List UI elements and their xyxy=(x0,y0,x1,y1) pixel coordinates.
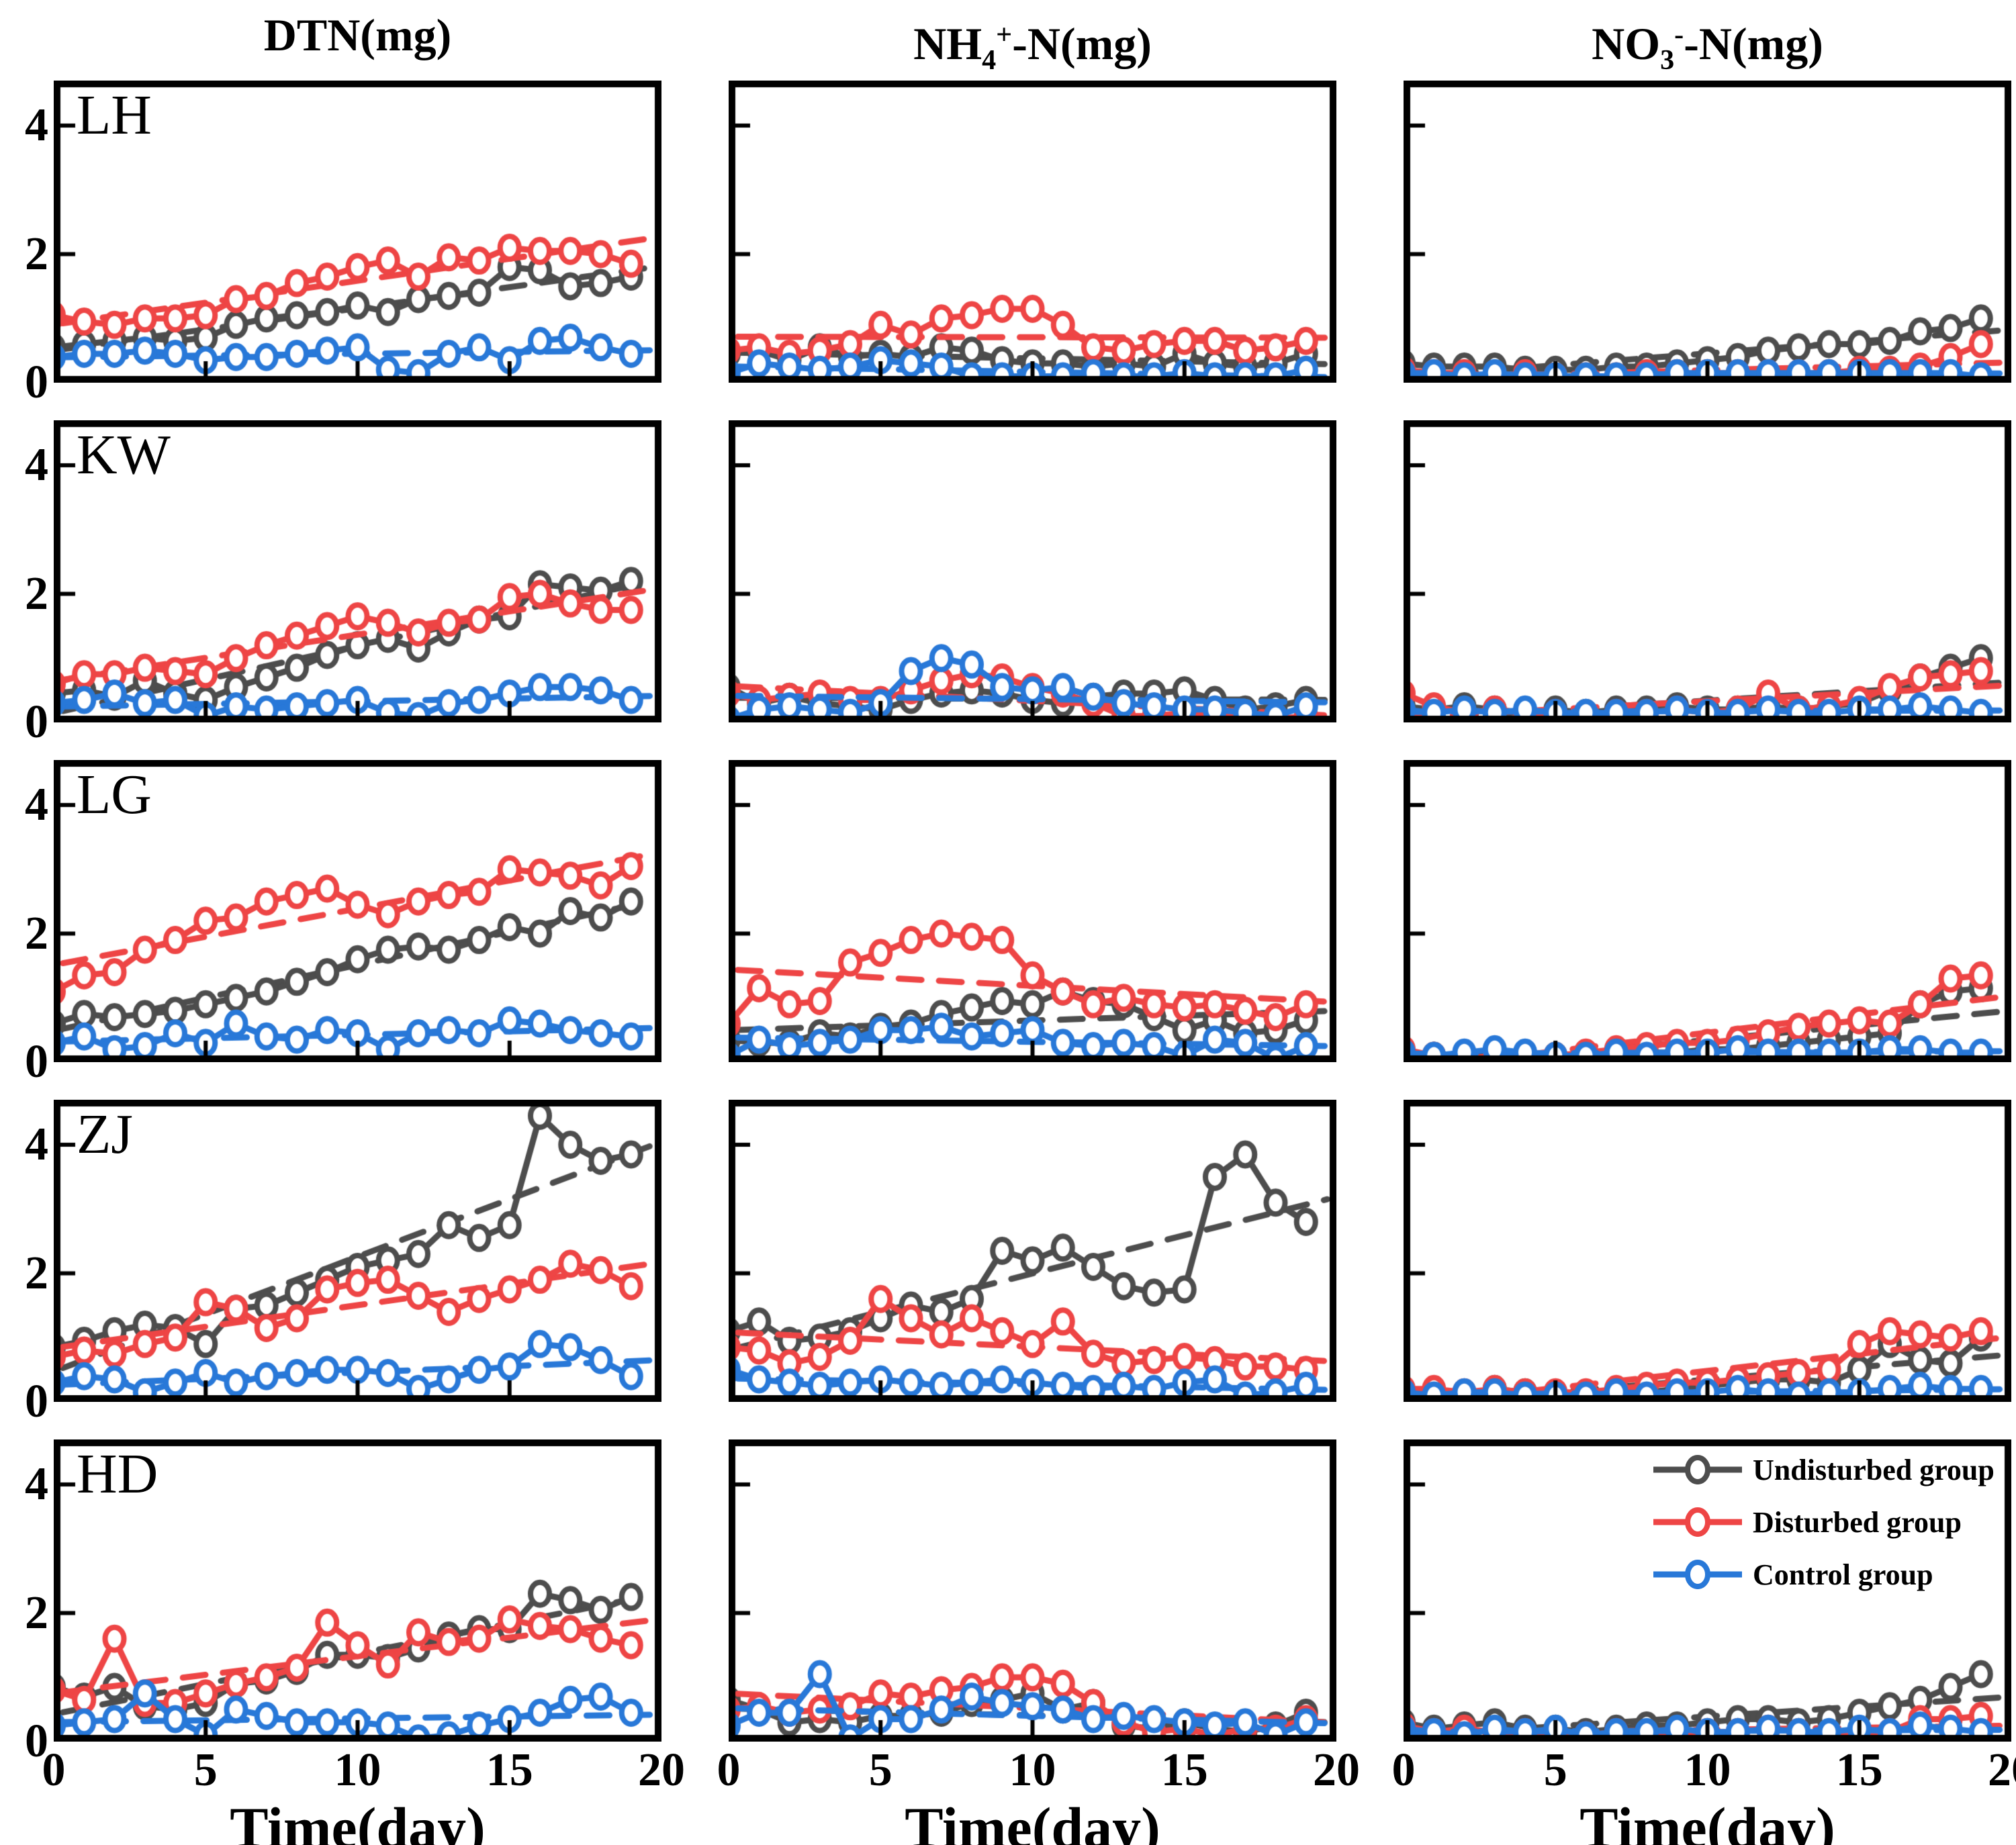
column-title-nh4: NH4+-N(mg) xyxy=(729,9,1336,86)
plot-canvas-zj-dtn xyxy=(54,1100,661,1402)
plot-canvas-hd-no3 xyxy=(1404,1439,2011,1742)
y-tick-label: 0 xyxy=(25,357,48,408)
x-tick-label: 5 xyxy=(868,1744,892,1796)
subplot-lg-no3 xyxy=(1404,760,2011,1062)
column-title-segment: 3 xyxy=(1660,44,1675,76)
column-title-segment: - xyxy=(1674,19,1684,50)
plot-canvas-lg-no3 xyxy=(1404,760,2011,1062)
y-tick-label: 4 xyxy=(25,99,48,152)
x-tick-label: 20 xyxy=(638,1744,685,1796)
subplot-lh-nh4 xyxy=(729,81,1336,383)
x-tick-label: 0 xyxy=(42,1744,66,1796)
y-tick-label: 4 xyxy=(25,1119,48,1171)
column-title-dtn: DTN(mg) xyxy=(54,9,661,60)
y-tick-label: 0 xyxy=(25,1715,48,1767)
legend-label: Undisturbed group xyxy=(1753,1453,1995,1486)
plot-canvas-kw-dtn xyxy=(54,420,661,722)
legend: Undisturbed group Disturbed group Control … xyxy=(1651,1446,1995,1598)
column-title-segment: + xyxy=(996,19,1013,50)
x-axis-title: Time(day) xyxy=(230,1795,486,1845)
x-tick-label: 5 xyxy=(1543,1744,1567,1796)
legend-disturbed-marker-icon xyxy=(1653,1507,1742,1537)
x-tick-label: 10 xyxy=(1684,1744,1731,1796)
subplot-kw-dtn: KW 0 2 4 xyxy=(25,420,661,747)
panel-label-zj: ZJ xyxy=(77,1103,133,1166)
y-tick-label: 4 xyxy=(25,439,48,491)
plot-canvas-zj-nh4 xyxy=(729,1100,1336,1402)
subplot-kw-nh4 xyxy=(729,420,1336,722)
plot-canvas-kw-no3 xyxy=(1404,420,2011,722)
x-tick-label: 20 xyxy=(1988,1744,2016,1796)
legend-undisturbed-marker-icon xyxy=(1653,1455,1742,1484)
subplot-hd-nh4: 0 5 10 15 20 Time(day) xyxy=(717,1439,1360,1845)
column-title-no3: NO3--N(mg) xyxy=(1404,9,2011,86)
legend-item-control: Control group xyxy=(1651,1551,1995,1598)
x-tick-label: 5 xyxy=(193,1744,218,1796)
panel-label-lg: LG xyxy=(77,763,152,826)
legend-item-undisturbed: Undisturbed group xyxy=(1651,1446,1995,1493)
x-axis-title: Time(day) xyxy=(1579,1795,1835,1845)
x-tick-label: 0 xyxy=(717,1744,741,1796)
column-title-segment: -N(mg) xyxy=(1012,18,1152,70)
x-tick-label: 10 xyxy=(1009,1744,1056,1796)
subplot-zj-nh4 xyxy=(729,1100,1336,1402)
x-axis-title: Time(day) xyxy=(905,1795,1160,1845)
x-tick-label: 10 xyxy=(334,1744,381,1796)
subplot-lg-dtn: LG 0 2 4 xyxy=(25,760,661,1087)
subplot-zj-dtn: ZJ 0 2 4 xyxy=(25,1100,661,1427)
subplot-kw-no3 xyxy=(1404,420,2011,722)
subplot-hd-dtn: HD 0 2 4 0 5 10 15 20 Time(day) xyxy=(25,1439,685,1845)
column-title-segment: DTN(mg) xyxy=(263,9,452,60)
column-title-segment: NH xyxy=(913,18,982,70)
plot-canvas-hd-dtn xyxy=(54,1439,661,1742)
panel-label-hd: HD xyxy=(77,1443,158,1505)
subplot-lh-no3 xyxy=(1404,81,2011,383)
plot-canvas-hd-nh4 xyxy=(729,1439,1336,1742)
plot-canvas-kw-nh4 xyxy=(729,420,1336,722)
column-title-segment: 4 xyxy=(982,44,997,76)
y-tick-label: 2 xyxy=(25,1587,48,1639)
plot-canvas-lg-nh4 xyxy=(729,760,1336,1062)
column-title-segment: -N(mg) xyxy=(1684,18,1823,70)
x-tick-label: 0 xyxy=(1391,1744,1416,1796)
legend-control-marker-icon xyxy=(1653,1560,1742,1589)
y-tick-label: 0 xyxy=(25,1036,48,1088)
plot-canvas-zj-no3 xyxy=(1404,1100,2011,1402)
plot-canvas-lh-nh4 xyxy=(729,81,1336,383)
panel-label-kw: KW xyxy=(77,424,171,486)
x-tick-label: 15 xyxy=(486,1744,533,1796)
subplot-zj-no3 xyxy=(1404,1100,2011,1402)
panel-label-lh: LH xyxy=(77,84,152,146)
x-tick-label: 15 xyxy=(1835,1744,1883,1796)
x-tick-label: 15 xyxy=(1160,1744,1208,1796)
y-tick-label: 0 xyxy=(25,696,48,748)
x-tick-label: 20 xyxy=(1313,1744,1360,1796)
y-tick-label: 0 xyxy=(25,1376,48,1427)
subplot-hd-no3: 0 5 10 15 20 Time(day) Undisturbed group Distur… xyxy=(1392,1439,2016,1845)
legend-label: Control group xyxy=(1753,1558,1933,1591)
y-tick-label: 4 xyxy=(25,779,48,831)
y-tick-label: 2 xyxy=(25,1247,48,1299)
legend-item-disturbed: Disturbed group xyxy=(1651,1499,1995,1546)
plot-canvas-lh-dtn xyxy=(54,81,661,383)
plot-canvas-lg-dtn xyxy=(54,760,661,1062)
y-tick-label: 4 xyxy=(25,1458,48,1511)
subplot-lg-nh4 xyxy=(729,760,1336,1062)
y-tick-label: 2 xyxy=(25,228,48,280)
column-title-segment: NO xyxy=(1592,18,1661,70)
y-tick-label: 2 xyxy=(25,907,48,959)
legend-label: Disturbed group xyxy=(1753,1505,1962,1539)
plot-canvas-lh-no3 xyxy=(1404,81,2011,383)
subplot-lh-dtn: LH 0 2 4 xyxy=(25,81,661,408)
y-tick-label: 2 xyxy=(25,567,48,620)
